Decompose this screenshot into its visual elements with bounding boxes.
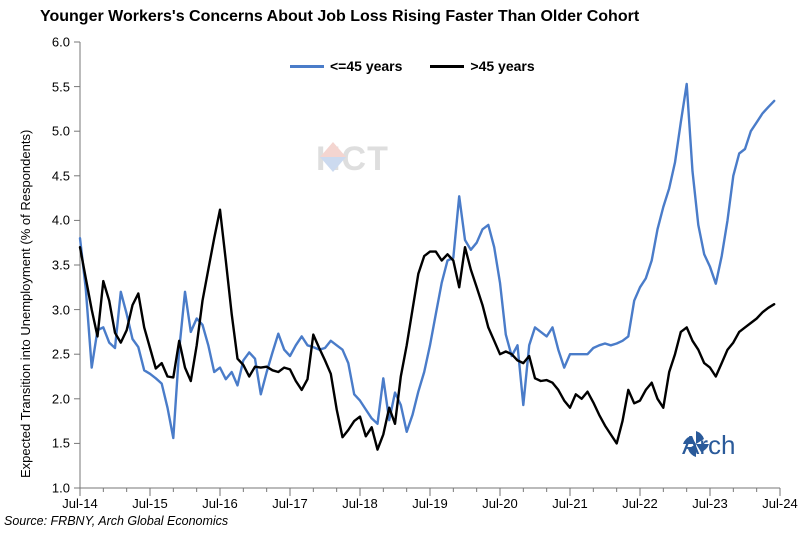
- xtick-label: Jul-14: [50, 496, 110, 511]
- xtick-label: Jul-15: [120, 496, 180, 511]
- xtick-label: Jul-17: [260, 496, 320, 511]
- ytick-label: 2.0: [30, 391, 70, 406]
- xtick-label: Jul-19: [400, 496, 460, 511]
- chart-root: Younger Workers's Concerns About Job Los…: [0, 0, 800, 536]
- ytick-label: 6.0: [30, 35, 70, 50]
- ytick-label: 2.5: [30, 347, 70, 362]
- ytick-label: 5.5: [30, 79, 70, 94]
- xtick-label: Jul-24: [750, 496, 800, 511]
- xtick-label: Jul-16: [190, 496, 250, 511]
- xtick-label: Jul-21: [540, 496, 600, 511]
- xtick-label: Jul-23: [680, 496, 740, 511]
- ytick-label: 1.5: [30, 436, 70, 451]
- ytick-label: 4.0: [30, 213, 70, 228]
- source-note: Source: FRBNY, Arch Global Economics: [4, 514, 228, 528]
- xtick-label: Jul-18: [330, 496, 390, 511]
- ytick-label: 1.0: [30, 481, 70, 496]
- plot-svg: [0, 0, 800, 536]
- ytick-label: 4.5: [30, 168, 70, 183]
- ytick-label: 5.0: [30, 124, 70, 139]
- ytick-label: 3.0: [30, 302, 70, 317]
- xtick-label: Jul-22: [610, 496, 670, 511]
- xtick-label: Jul-20: [470, 496, 530, 511]
- ytick-label: 3.5: [30, 258, 70, 273]
